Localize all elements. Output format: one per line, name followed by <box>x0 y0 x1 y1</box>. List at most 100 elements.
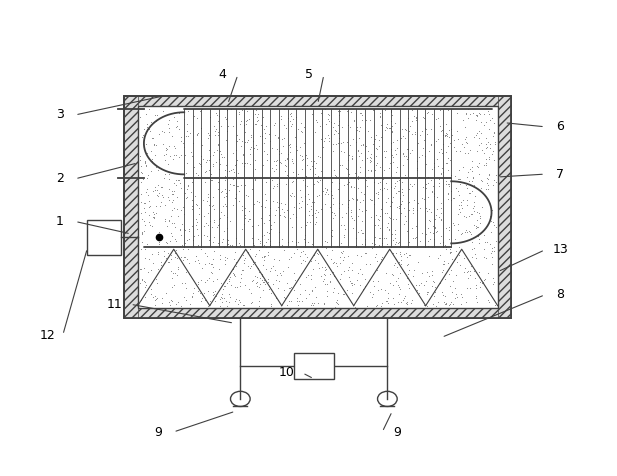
Point <box>464 178 474 185</box>
Point <box>476 129 486 137</box>
Point <box>346 206 356 213</box>
Point <box>373 287 383 294</box>
Point <box>140 199 150 207</box>
Point <box>170 253 180 261</box>
Point <box>172 181 181 188</box>
Point <box>280 121 289 129</box>
Point <box>228 265 238 272</box>
Point <box>352 123 362 130</box>
Point <box>136 209 146 217</box>
Point <box>238 251 248 259</box>
Point <box>391 277 400 285</box>
Point <box>196 298 206 305</box>
Point <box>242 116 252 124</box>
Point <box>331 140 341 148</box>
Point <box>469 202 479 209</box>
Point <box>428 271 437 279</box>
Point <box>441 300 451 308</box>
Point <box>204 131 214 139</box>
Point <box>390 179 400 187</box>
Point <box>255 293 265 301</box>
Point <box>384 159 394 166</box>
Point <box>231 295 241 303</box>
Point <box>272 182 282 190</box>
Point <box>259 277 269 284</box>
Point <box>321 188 331 196</box>
Point <box>429 163 439 171</box>
Point <box>188 106 198 113</box>
Point <box>468 221 478 229</box>
Point <box>173 176 183 184</box>
Point <box>141 157 151 165</box>
Point <box>299 139 308 147</box>
Point <box>243 217 253 225</box>
Point <box>301 172 311 179</box>
Point <box>139 278 149 285</box>
Point <box>479 161 489 169</box>
Point <box>306 202 316 210</box>
Point <box>347 195 357 202</box>
Point <box>489 177 499 184</box>
Point <box>276 199 286 207</box>
Point <box>223 122 233 130</box>
Point <box>449 219 458 227</box>
Point <box>179 173 189 180</box>
Point <box>474 268 484 276</box>
Point <box>357 229 367 237</box>
Point <box>183 185 193 192</box>
Point <box>267 164 276 171</box>
Point <box>213 141 223 149</box>
Point <box>346 123 355 131</box>
Point <box>265 268 275 275</box>
Point <box>397 296 407 303</box>
Point <box>305 165 315 172</box>
Point <box>474 134 484 141</box>
Point <box>488 147 498 154</box>
Point <box>184 271 194 278</box>
Point <box>196 108 205 115</box>
Point <box>143 268 153 276</box>
Point <box>376 234 386 242</box>
Point <box>326 187 336 195</box>
Point <box>404 145 413 153</box>
Point <box>208 277 218 285</box>
Point <box>317 135 326 143</box>
Bar <box>88 220 121 255</box>
Point <box>473 164 482 171</box>
Bar <box>124 96 138 318</box>
Point <box>443 259 453 267</box>
Point <box>318 277 328 285</box>
Point <box>226 281 236 289</box>
Point <box>404 128 414 135</box>
Point <box>386 202 395 210</box>
Point <box>231 160 241 168</box>
Point <box>239 159 249 167</box>
Point <box>346 298 356 306</box>
Point <box>154 192 164 199</box>
Point <box>367 239 377 247</box>
Point <box>255 239 265 247</box>
Point <box>431 137 441 145</box>
Point <box>193 114 202 122</box>
Point <box>427 187 437 194</box>
Point <box>286 193 296 200</box>
Point <box>489 221 499 229</box>
Point <box>473 224 483 231</box>
Point <box>288 155 297 163</box>
Point <box>306 275 316 282</box>
Point <box>164 298 173 306</box>
Point <box>146 286 155 293</box>
Point <box>142 240 152 248</box>
Point <box>289 286 299 294</box>
Point <box>444 142 453 150</box>
Point <box>388 138 398 146</box>
Point <box>428 188 437 195</box>
Point <box>323 110 333 118</box>
Point <box>167 219 177 227</box>
Point <box>417 269 427 277</box>
Point <box>412 233 421 240</box>
Point <box>217 295 227 302</box>
Point <box>170 188 180 195</box>
Point <box>339 290 349 298</box>
Point <box>423 193 433 201</box>
